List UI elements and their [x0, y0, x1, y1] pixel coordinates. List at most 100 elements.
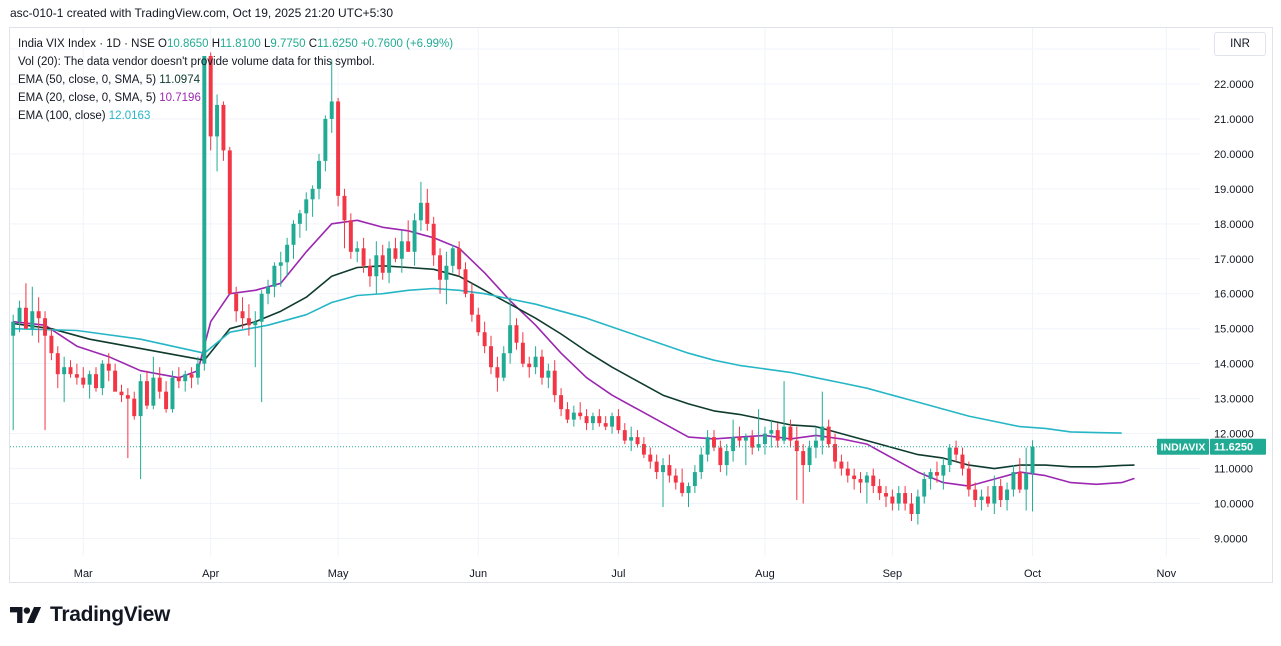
candle-body	[527, 363, 532, 368]
price-tick-label: 16.0000	[1214, 289, 1254, 301]
candle	[909, 493, 914, 522]
candle	[788, 419, 793, 448]
ohlc-key-l: L	[263, 38, 271, 50]
candle	[871, 468, 876, 494]
candle	[495, 356, 500, 392]
candle	[616, 409, 621, 434]
candle-body	[157, 377, 162, 392]
candle	[170, 370, 175, 413]
candle	[317, 153, 321, 200]
candle	[367, 258, 372, 287]
time-tick-label: Oct	[1024, 568, 1041, 580]
candle-body	[813, 440, 818, 448]
candle-body	[603, 423, 608, 427]
candle-body	[406, 241, 411, 252]
candle-body	[947, 447, 952, 466]
candle	[973, 482, 978, 508]
candle-body	[616, 416, 621, 431]
candle	[807, 440, 812, 473]
candle-body	[1030, 446, 1035, 474]
price-axis[interactable]: 9.0000 10.0000 11.0000 12.0000 13.0000 14.000…	[1214, 44, 1254, 546]
time-axis[interactable]: Mar Apr May Jun Jul Aug Sep Oct Nov	[74, 568, 1177, 580]
price-tick-label: 18.0000	[1214, 219, 1254, 231]
legend-ema20-row[interactable]: EMA (20, close, 0, SMA, 5) 10.7196	[18, 89, 453, 107]
candle	[501, 346, 506, 382]
candle	[202, 55, 207, 371]
candle	[253, 311, 258, 368]
candle-body	[444, 265, 449, 280]
candle	[132, 391, 137, 420]
candle-body	[323, 118, 328, 161]
candle	[935, 461, 939, 483]
candles	[11, 52, 1035, 525]
candle	[629, 426, 634, 452]
candle-body	[743, 437, 748, 441]
candle-body	[686, 486, 691, 494]
candle	[826, 419, 831, 448]
legend-symbol-row[interactable]: India VIX Index · 1D · NSE O10.8650 H11.…	[18, 35, 453, 53]
ohlc-key-c: C	[308, 38, 318, 50]
ohlc-key-h: H	[211, 38, 221, 50]
time-tick-label: Apr	[202, 568, 219, 580]
candle-body	[259, 293, 264, 322]
candle	[444, 251, 449, 305]
candle-body	[43, 318, 48, 336]
candle-body	[699, 454, 704, 473]
ohlc-value-h: 11.8100	[220, 38, 264, 50]
symbol-title: India VIX Index · 1D · NSE	[18, 38, 155, 50]
candle	[622, 423, 627, 445]
candle	[641, 437, 646, 459]
candle-body	[578, 412, 583, 417]
candle	[278, 251, 283, 287]
candle-body	[801, 451, 806, 466]
candle-body	[374, 255, 379, 277]
currency-button[interactable]: INR	[1214, 32, 1266, 56]
candle	[234, 286, 239, 322]
legend-volume-row[interactable]: Vol (20): The data vendor doesn't provid…	[18, 53, 453, 71]
candle	[62, 356, 67, 403]
candle	[979, 489, 984, 511]
ema-line	[13, 264, 1135, 470]
candle-body	[297, 213, 302, 224]
candle-body	[845, 468, 850, 476]
candle	[724, 444, 729, 476]
candle	[164, 381, 169, 413]
candle-body	[954, 447, 959, 455]
candle-body	[629, 437, 634, 441]
candle	[985, 486, 990, 508]
candle	[119, 384, 124, 403]
candle	[336, 97, 341, 207]
candle-body	[762, 433, 767, 445]
candle-body	[151, 377, 156, 406]
last-price-label: 11.6250	[1214, 442, 1253, 454]
candle	[329, 59, 334, 133]
candle	[590, 412, 595, 431]
candle	[49, 328, 54, 361]
candle-body	[1005, 489, 1010, 501]
candle	[11, 314, 16, 431]
candle	[438, 248, 443, 294]
candle-body	[852, 475, 857, 480]
candle-body	[361, 248, 366, 266]
candle-body	[266, 286, 270, 294]
tradingview-logo[interactable]: TradingView	[10, 603, 170, 627]
candle-body	[234, 293, 239, 312]
time-tick-label: Mar	[74, 568, 93, 580]
candle-body	[648, 454, 653, 462]
legend-ema100-row[interactable]: EMA (100, close) 12.0163	[18, 107, 453, 125]
candle	[998, 479, 1003, 508]
candle-body	[896, 493, 901, 504]
candle-body	[23, 307, 28, 329]
candle	[654, 454, 659, 480]
price-tick-label: 10.0000	[1214, 499, 1254, 511]
chart-legend: India VIX Index · 1D · NSE O10.8650 H11.…	[18, 35, 453, 125]
candle-body	[705, 437, 710, 455]
candle	[648, 447, 653, 469]
candle	[692, 465, 697, 494]
candle-body	[106, 363, 111, 371]
candle	[17, 300, 22, 333]
candle	[227, 146, 232, 294]
candle	[546, 363, 551, 389]
legend-ema50-row[interactable]: EMA (50, close, 0, SMA, 5) 11.0974	[18, 71, 453, 89]
